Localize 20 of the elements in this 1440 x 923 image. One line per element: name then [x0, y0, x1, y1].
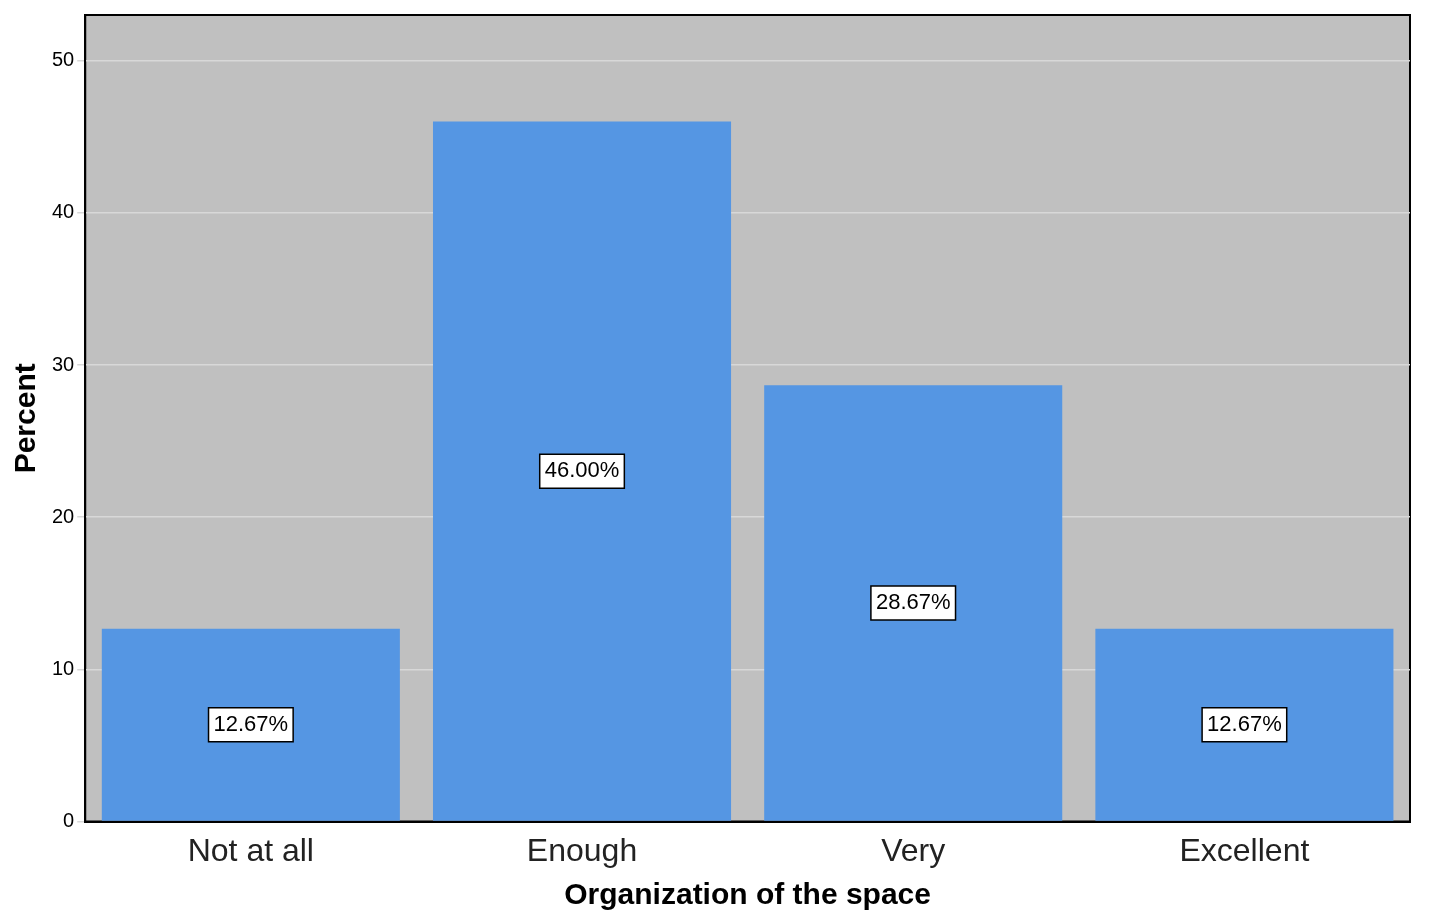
y-axis-title: Percent	[8, 363, 42, 474]
x-tick-label: Excellent	[1179, 831, 1310, 868]
data-label: 46.00%	[544, 457, 620, 483]
y-tick-label: 40	[52, 200, 75, 223]
x-tick-label: Enough	[526, 831, 638, 868]
bar	[101, 628, 400, 821]
data-label: 12.67%	[1207, 710, 1282, 736]
bar	[432, 121, 732, 821]
y-tick-label: 50	[52, 48, 75, 71]
y-tick-label: 0	[63, 809, 75, 832]
x-tick-label: Very	[881, 831, 946, 868]
data-label: 12.67%	[213, 710, 289, 736]
data-label: 28.67%	[875, 589, 951, 615]
y-tick-label: 30	[52, 352, 75, 375]
bar	[1095, 628, 1394, 821]
x-tick-label: Not at all	[187, 831, 314, 868]
y-tick-label: 20	[52, 504, 75, 527]
y-tick-label: 10	[52, 656, 75, 679]
x-axis-title: Organization of the space	[564, 877, 931, 911]
bar	[764, 385, 1063, 821]
